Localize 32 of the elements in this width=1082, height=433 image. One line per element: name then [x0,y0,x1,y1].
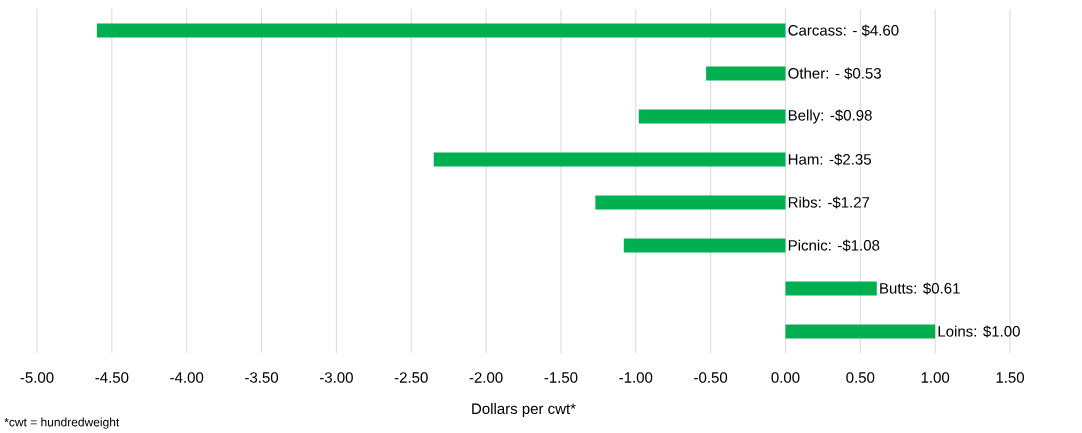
x-tick-label: -4.50 [95,372,129,383]
x-tick-label: -2.00 [469,372,503,383]
bar [706,66,786,81]
data-label: Ribs: -$1.27 [788,196,870,209]
bar [785,324,936,339]
bar [785,281,877,296]
x-tick-label: 0.00 [771,372,800,383]
bar [638,109,786,124]
bar [623,238,786,253]
data-label: Ham: -$2.35 [788,153,871,166]
x-tick-label: 1.00 [921,372,950,383]
x-tick-label: -2.50 [394,372,428,383]
data-label: Loins: $1.00 [938,325,1020,338]
x-tick-label: -1.00 [619,372,653,383]
data-label: Picnic: -$1.08 [788,239,880,252]
bar [595,195,786,210]
x-tick-label: -5.00 [20,372,54,383]
data-label: Other: - $0.53 [788,67,881,80]
x-tick-label: -1.50 [544,372,578,383]
x-tick-label: -3.00 [319,372,353,383]
x-tick-label: -0.50 [694,372,728,383]
text: *cwt = hundredweight [4,417,120,429]
data-label: Carcass: - $4.60 [788,24,899,37]
data-label: Belly: -$0.98 [788,109,872,124]
x-axis-title: Dollars per cwt* [472,403,576,417]
x-tick-label: -4.00 [170,372,204,383]
data-label: Butts: $0.61 [880,282,960,295]
bar [433,152,786,167]
x-tick-label: 1.50 [996,372,1025,383]
x-tick-label: -3.50 [245,372,279,383]
bar [96,23,786,38]
x-tick-label: 0.50 [846,372,875,383]
